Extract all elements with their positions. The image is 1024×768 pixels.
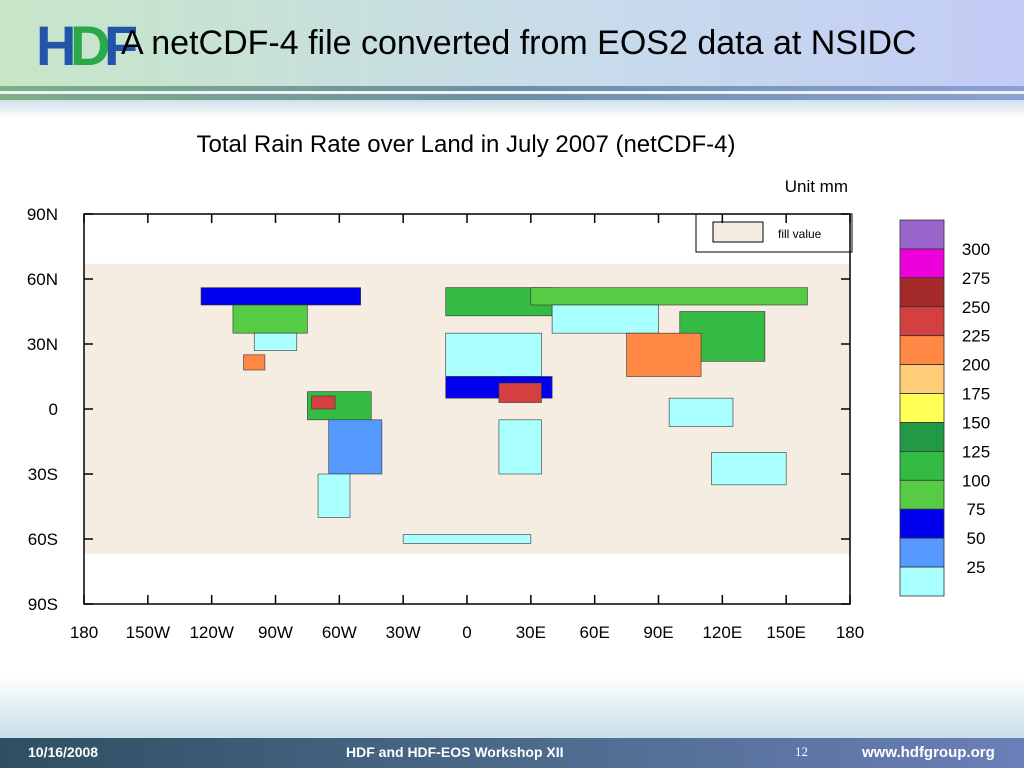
footer-url[interactable]: www.hdfgroup.org xyxy=(862,744,995,761)
x-tick-label: 30W xyxy=(386,623,421,642)
precip-cell xyxy=(626,332,702,377)
colorbar: 300 275 250 225 200 175 150 125 100 75 50 25 xyxy=(899,219,990,597)
fill-value-legend: fill value xyxy=(695,213,853,253)
colorbar-label: 25 xyxy=(967,558,986,577)
precip-cell xyxy=(311,395,336,410)
colorbar-swatch xyxy=(899,306,945,337)
colorbar-label: 75 xyxy=(967,500,986,519)
colorbar-swatch xyxy=(899,277,945,308)
footer-page-number: 12 xyxy=(795,744,808,759)
x-tick-label: 120W xyxy=(189,623,233,642)
x-tick-label: 60E xyxy=(580,623,610,642)
y-tick-label: 30N xyxy=(27,335,58,354)
colorbar-label: 300 xyxy=(962,240,990,259)
colorbar-label: 250 xyxy=(962,298,990,317)
precip-cell xyxy=(551,304,659,334)
footer-event: HDF and HDF-EOS Workshop XII xyxy=(346,744,564,760)
header-fade xyxy=(0,100,1024,118)
precip-cell xyxy=(317,473,351,518)
precip-cell xyxy=(668,397,734,427)
slide-footer xyxy=(0,676,1024,738)
x-tick-label: 0 xyxy=(462,623,471,642)
colorbar-label: 175 xyxy=(962,385,990,404)
hdf-logo: H D F xyxy=(36,15,136,71)
y-tick-label: 0 xyxy=(49,400,58,419)
colorbar-swatch xyxy=(899,364,945,394)
colorbar-label: 150 xyxy=(962,413,990,432)
x-tick-label: 180 xyxy=(836,623,864,642)
x-tick-label: 90E xyxy=(643,623,673,642)
colorbar-swatch xyxy=(899,479,945,510)
x-tick-label: 150W xyxy=(126,623,170,642)
precip-cell xyxy=(328,419,383,475)
slide-header xyxy=(0,0,1024,86)
unit-label: Unit mm xyxy=(785,177,848,196)
colorbar-swatch xyxy=(899,393,945,423)
colorbar-swatch xyxy=(899,422,945,452)
colorbar-label: 275 xyxy=(962,269,990,288)
fill-value-swatch xyxy=(712,221,764,243)
x-tick-label: 90W xyxy=(258,623,293,642)
colorbar-swatch xyxy=(899,450,945,481)
footer-date: 10/16/2008 xyxy=(28,744,99,760)
hdf-logo-text: H xyxy=(36,15,76,71)
precip-cell xyxy=(530,287,808,306)
svg-text:F: F xyxy=(104,15,136,71)
colorbar-label: 100 xyxy=(962,471,990,490)
colorbar-swatch xyxy=(899,537,945,568)
precip-cell xyxy=(498,382,542,403)
x-tick-label: 60W xyxy=(322,623,357,642)
svg-text:D: D xyxy=(70,15,110,71)
axes: 180 150W 120W 90W 60W 30W 0 30E 60E 90E 120E 150E 18… xyxy=(27,205,864,642)
colorbar-label: 200 xyxy=(962,356,990,375)
chart-title: Total Rain Rate over Land in July 2007 (… xyxy=(197,131,736,158)
colorbar-label: 225 xyxy=(962,327,990,346)
slide-title: A netCDF-4 file converted from EOS2 data… xyxy=(121,24,917,62)
precip-cell xyxy=(498,419,542,475)
precip-cell xyxy=(402,534,532,544)
colorbar-swatch xyxy=(899,508,945,539)
y-tick-label: 90S xyxy=(28,595,58,614)
colorbar-label: 50 xyxy=(967,529,986,548)
footer-bar xyxy=(0,738,1024,768)
x-tick-label: 120E xyxy=(702,623,742,642)
y-tick-label: 90N xyxy=(27,205,58,224)
y-tick-label: 60S xyxy=(28,530,58,549)
colorbar-label: 125 xyxy=(962,442,990,461)
colorbar-swatch xyxy=(899,248,945,279)
y-tick-label: 30S xyxy=(28,465,58,484)
x-tick-label: 30E xyxy=(516,623,546,642)
precip-cell xyxy=(232,304,308,334)
precip-cell xyxy=(711,452,787,486)
precip-cell xyxy=(253,332,298,351)
colorbar-swatch xyxy=(899,335,945,366)
x-tick-label: 180 xyxy=(70,623,98,642)
colorbar-swatch xyxy=(899,566,945,597)
map-layer xyxy=(84,214,850,604)
rain-rate-map: Total Rain Rate over Land in July 2007 (… xyxy=(27,131,990,642)
precip-cell xyxy=(200,287,361,306)
header-divider xyxy=(0,86,1024,100)
precip-cell xyxy=(445,332,542,377)
y-tick-label: 60N xyxy=(27,270,58,289)
x-tick-label: 150E xyxy=(766,623,806,642)
precip-cell xyxy=(243,354,266,371)
fill-value-label: fill value xyxy=(778,227,822,241)
colorbar-swatch xyxy=(899,219,945,250)
